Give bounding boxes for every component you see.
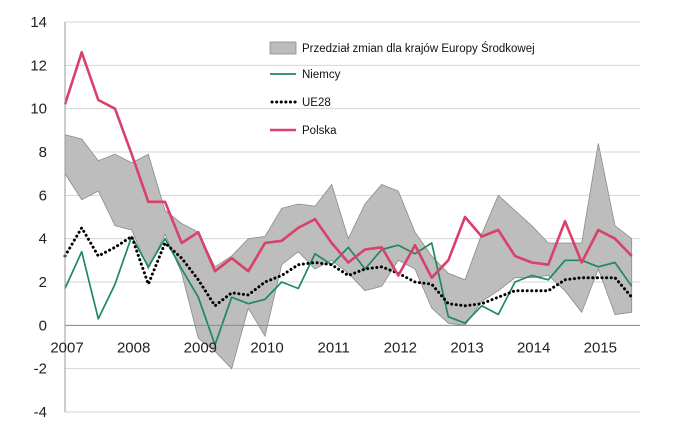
x-tick-label: 2010 <box>250 339 283 356</box>
y-tick-label: 12 <box>30 57 47 74</box>
legend-item-niemcy: Niemcy <box>270 69 341 81</box>
legend-label: Niemcy <box>302 69 341 81</box>
x-tick-labels: 2007 2008 2009 2010 2011 2012 2013 2014 2015 <box>50 339 617 356</box>
band-area <box>64 134 633 370</box>
y-tick-label: 10 <box>30 101 47 118</box>
x-tick-label: 2008 <box>117 339 150 356</box>
axes <box>64 22 640 412</box>
y-tick-label: 8 <box>39 144 47 161</box>
x-tick-label: 2012 <box>384 339 417 356</box>
y-tick-label: -2 <box>34 361 47 378</box>
legend-label: Polska <box>302 125 337 137</box>
series-line-polska <box>63 50 633 280</box>
legend-label: Przedział zmian dla krajów Europy Środko… <box>302 42 535 55</box>
y-tick-label: 4 <box>39 231 47 248</box>
legend-label: UE28 <box>302 97 331 109</box>
x-tick-label: 2015 <box>584 339 617 356</box>
series-line-ue28 <box>63 226 634 308</box>
band-range-area <box>64 134 633 370</box>
y-tick-label: 2 <box>39 274 47 291</box>
y-tick-labels: -4 -2 0 2 4 6 8 10 12 14 <box>30 14 47 421</box>
y-tick-label: 0 <box>39 317 47 334</box>
legend-item-ue28: UE28 <box>270 97 331 109</box>
legend-item-band: Przedział zmian dla krajów Europy Środko… <box>269 41 535 55</box>
y-tick-label: -4 <box>34 404 47 421</box>
series-lines <box>63 50 634 346</box>
x-tick-label: 2013 <box>450 339 483 356</box>
y-tick-label: 14 <box>30 14 47 31</box>
legend-swatch <box>269 41 297 55</box>
x-tick-label: 2014 <box>517 339 550 356</box>
x-tick-label: 2011 <box>318 339 350 356</box>
legend: Przedział zmian dla krajów Europy Środko… <box>269 41 535 137</box>
x-tick-label: 2007 <box>50 339 83 356</box>
y-tick-label: 6 <box>39 187 47 204</box>
legend-item-polska: Polska <box>270 125 337 137</box>
x-tick-label: 2009 <box>184 339 217 356</box>
series-line-niemcy <box>64 235 633 346</box>
